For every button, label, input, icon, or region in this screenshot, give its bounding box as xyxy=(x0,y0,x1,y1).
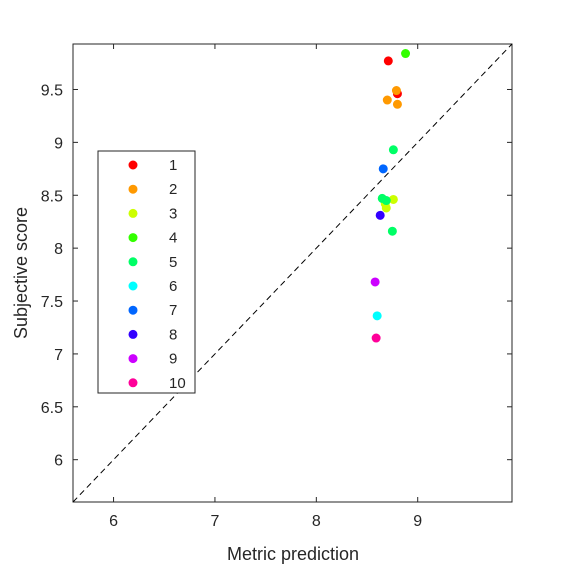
legend-item-7: 7 xyxy=(128,302,177,319)
data-point xyxy=(401,49,411,59)
x-tick-label: 7 xyxy=(210,513,219,530)
legend-marker xyxy=(128,378,138,388)
legend-marker xyxy=(128,281,138,291)
series-4 xyxy=(401,49,411,59)
data-point xyxy=(378,164,388,174)
legend-item-5: 5 xyxy=(128,254,177,271)
legend-item-2: 2 xyxy=(128,181,177,198)
legend-label: 7 xyxy=(169,302,177,319)
legend-marker xyxy=(128,160,138,170)
data-point xyxy=(381,196,391,206)
data-point xyxy=(388,145,398,155)
legend-marker xyxy=(128,305,138,315)
y-tick-label: 9 xyxy=(54,135,63,152)
data-point xyxy=(383,56,393,66)
data-point xyxy=(375,210,385,220)
legend-item-3: 3 xyxy=(128,205,177,222)
x-tick-label: 6 xyxy=(109,513,118,530)
legend-label: 5 xyxy=(169,254,177,271)
y-axis-title: Subjective score xyxy=(11,207,31,339)
legend-box xyxy=(97,150,196,394)
legend-label: 3 xyxy=(169,205,177,222)
x-axis-title: Metric prediction xyxy=(227,544,359,564)
series-2 xyxy=(382,86,402,109)
legend-marker xyxy=(128,257,138,267)
data-point xyxy=(381,203,391,213)
legend-marker xyxy=(128,208,138,218)
legend-label: 6 xyxy=(169,278,177,295)
legend-item-8: 8 xyxy=(128,326,177,343)
series-7 xyxy=(378,164,388,174)
legend-item-4: 4 xyxy=(128,230,177,247)
legend-marker xyxy=(128,354,138,364)
legend-label: 8 xyxy=(169,326,177,343)
legend-marker xyxy=(128,233,138,243)
legend-marker xyxy=(128,184,138,194)
y-tick-label: 8.5 xyxy=(41,188,63,205)
y-tick-label: 7 xyxy=(54,347,63,364)
y-tick-label: 8 xyxy=(54,241,63,258)
legend-label: 1 xyxy=(169,157,177,174)
x-tick-label: 9 xyxy=(413,513,422,530)
y-tick-label: 6.5 xyxy=(41,400,63,417)
series-5 xyxy=(377,145,398,236)
x-tick-label: 8 xyxy=(312,513,321,530)
data-point xyxy=(370,277,380,287)
series-6 xyxy=(372,311,382,321)
data-point xyxy=(391,86,401,96)
legend-marker xyxy=(128,329,138,339)
series-9 xyxy=(370,277,380,287)
legend-item-6: 6 xyxy=(128,278,177,295)
data-point xyxy=(387,226,397,236)
y-tick-label: 7.5 xyxy=(41,294,63,311)
data-point xyxy=(382,95,392,105)
y-axis: 6 6.5 7 7.5 8 8.5 9 9.5 xyxy=(41,82,512,470)
data-point xyxy=(371,333,381,343)
series-10 xyxy=(371,333,381,343)
x-axis: 6 7 8 9 xyxy=(109,44,422,530)
y-tick-label: 6 xyxy=(54,453,63,470)
data-point xyxy=(392,99,402,109)
legend-item-1: 1 xyxy=(128,157,177,174)
data-point xyxy=(372,311,382,321)
legend-label: 4 xyxy=(169,230,177,247)
legend-label: 10 xyxy=(169,375,186,392)
y-tick-label: 9.5 xyxy=(41,82,63,99)
legend-label: 9 xyxy=(169,351,177,368)
legend-item-9: 9 xyxy=(128,351,177,368)
series-8 xyxy=(375,210,385,220)
reference-line xyxy=(72,43,513,503)
legend: 1 2 3 4 5 6 7 8 9 10 xyxy=(97,150,196,394)
legend-item-10: 10 xyxy=(128,375,186,392)
legend-label: 2 xyxy=(169,181,177,198)
